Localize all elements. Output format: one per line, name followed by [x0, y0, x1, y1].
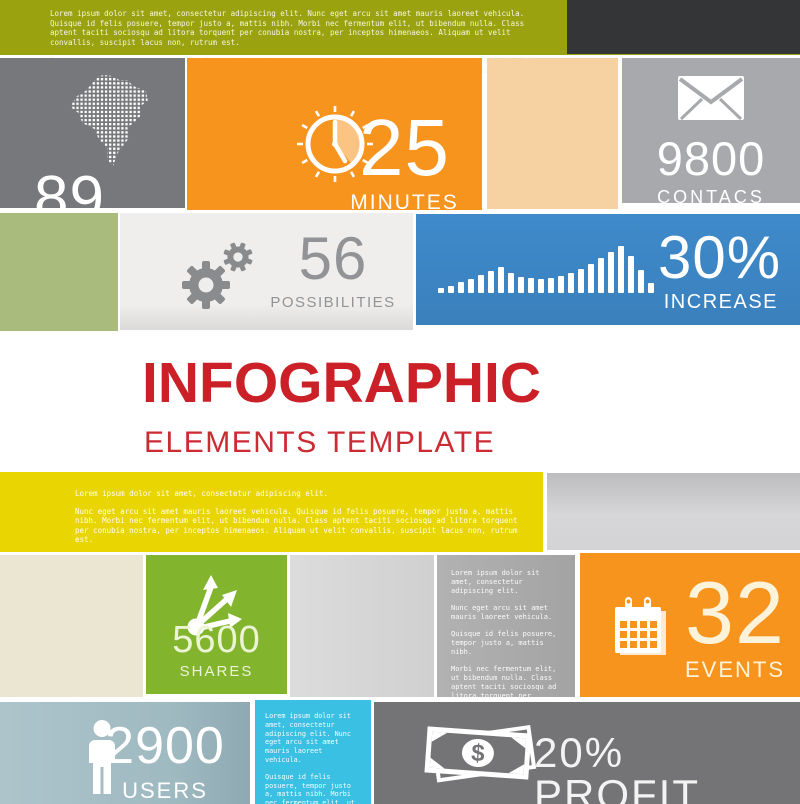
share-arrows-icon [187, 575, 242, 636]
possibilities-label: POSSIBILITIES [270, 294, 396, 311]
profit-value: 20% PROFIT [534, 729, 700, 804]
paragraph: Quisque id felis posuere, tempor justo a… [265, 772, 356, 804]
paragraph: Lorem ipsum dolor sit amet, consectetur … [265, 712, 351, 764]
paragraph: Nunc eget arcu sit amet mauris laoreet v… [451, 604, 553, 621]
events-label: EVENTS [684, 657, 786, 682]
paragraph: Nunc eget arcu sit amet mauris laoreet v… [75, 506, 518, 545]
gray-text-block: Lorem ipsum dolor sit amet, consectetur … [437, 555, 575, 753]
beige-spacer-block [0, 555, 143, 697]
possibilities-value: 56 [298, 225, 368, 292]
paragraph: Lorem ipsum dolor sit amet, consectetur … [50, 9, 525, 47]
paragraph: Lorem ipsum dolor sit amet, consectetur … [451, 569, 540, 595]
envelope-icon [678, 76, 744, 121]
destinations-block: 89 DESTINATIONS [0, 58, 185, 239]
paragraph: Quisque id felis posuere, tempor justo a… [451, 630, 557, 656]
minutes-value: 25 [359, 103, 450, 192]
shares-block: 5600 SHARES [146, 555, 287, 694]
gears-icon [182, 242, 253, 309]
page-subtitle: ELEMENTS TEMPLATE [144, 426, 496, 459]
increase-block: 30% INCREASE [416, 214, 800, 325]
events-value: 32 [685, 563, 785, 662]
svg-text:$: $ [470, 740, 486, 768]
increase-label: INCREASE [663, 291, 778, 313]
africa-map-icon [70, 75, 148, 166]
dark-corner-block [567, 0, 800, 54]
users-block: 2900 USERS [0, 702, 250, 804]
possibilities-block: 56 POSSIBILITIES [120, 213, 413, 330]
profit-block: $ 20% PROFIT [374, 702, 800, 804]
users-label: USERS [122, 778, 208, 803]
title-band: INFOGRAPHIC ELEMENTS TEMPLATE [142, 350, 541, 460]
events-block: 32 EVENTS [580, 553, 800, 697]
clock-icon [297, 106, 373, 182]
peach-spacer-block [487, 58, 618, 209]
yellow-lorem-text: Lorem ipsum dolor sit amet, consectetur … [75, 489, 535, 547]
contacts-block: 9800 CONTACS [622, 58, 800, 207]
page-title: INFOGRAPHIC [142, 351, 541, 415]
gray-spacer-block [547, 473, 800, 550]
shares-label: SHARES [179, 663, 254, 680]
person-icon [89, 720, 115, 794]
light-gray-spacer-block [290, 555, 434, 697]
contacts-value: 9800 [656, 132, 766, 185]
minutes-block: 25 MINUTES [187, 58, 482, 214]
increase-value: 30% [658, 224, 782, 291]
money-icon: $ [424, 724, 537, 783]
minutes-label: MINUTES [350, 191, 459, 214]
users-value: 2900 [105, 717, 225, 775]
sage-spacer-block [0, 213, 118, 331]
cyan-text-block: Lorem ipsum dolor sit amet, consectetur … [255, 700, 371, 804]
calendar-icon [615, 597, 666, 655]
shares-value: 5600 [172, 619, 261, 661]
cyan-lorem-text: Lorem ipsum dolor sit amet, consectetur … [265, 712, 363, 804]
contacts-label: CONTACS [657, 187, 765, 207]
bar-chart-icon [438, 245, 654, 293]
yellow-text-block: Lorem ipsum dolor sit amet, consectetur … [0, 472, 543, 552]
paragraph: Lorem ipsum dolor sit amet, consectetur … [75, 489, 328, 498]
